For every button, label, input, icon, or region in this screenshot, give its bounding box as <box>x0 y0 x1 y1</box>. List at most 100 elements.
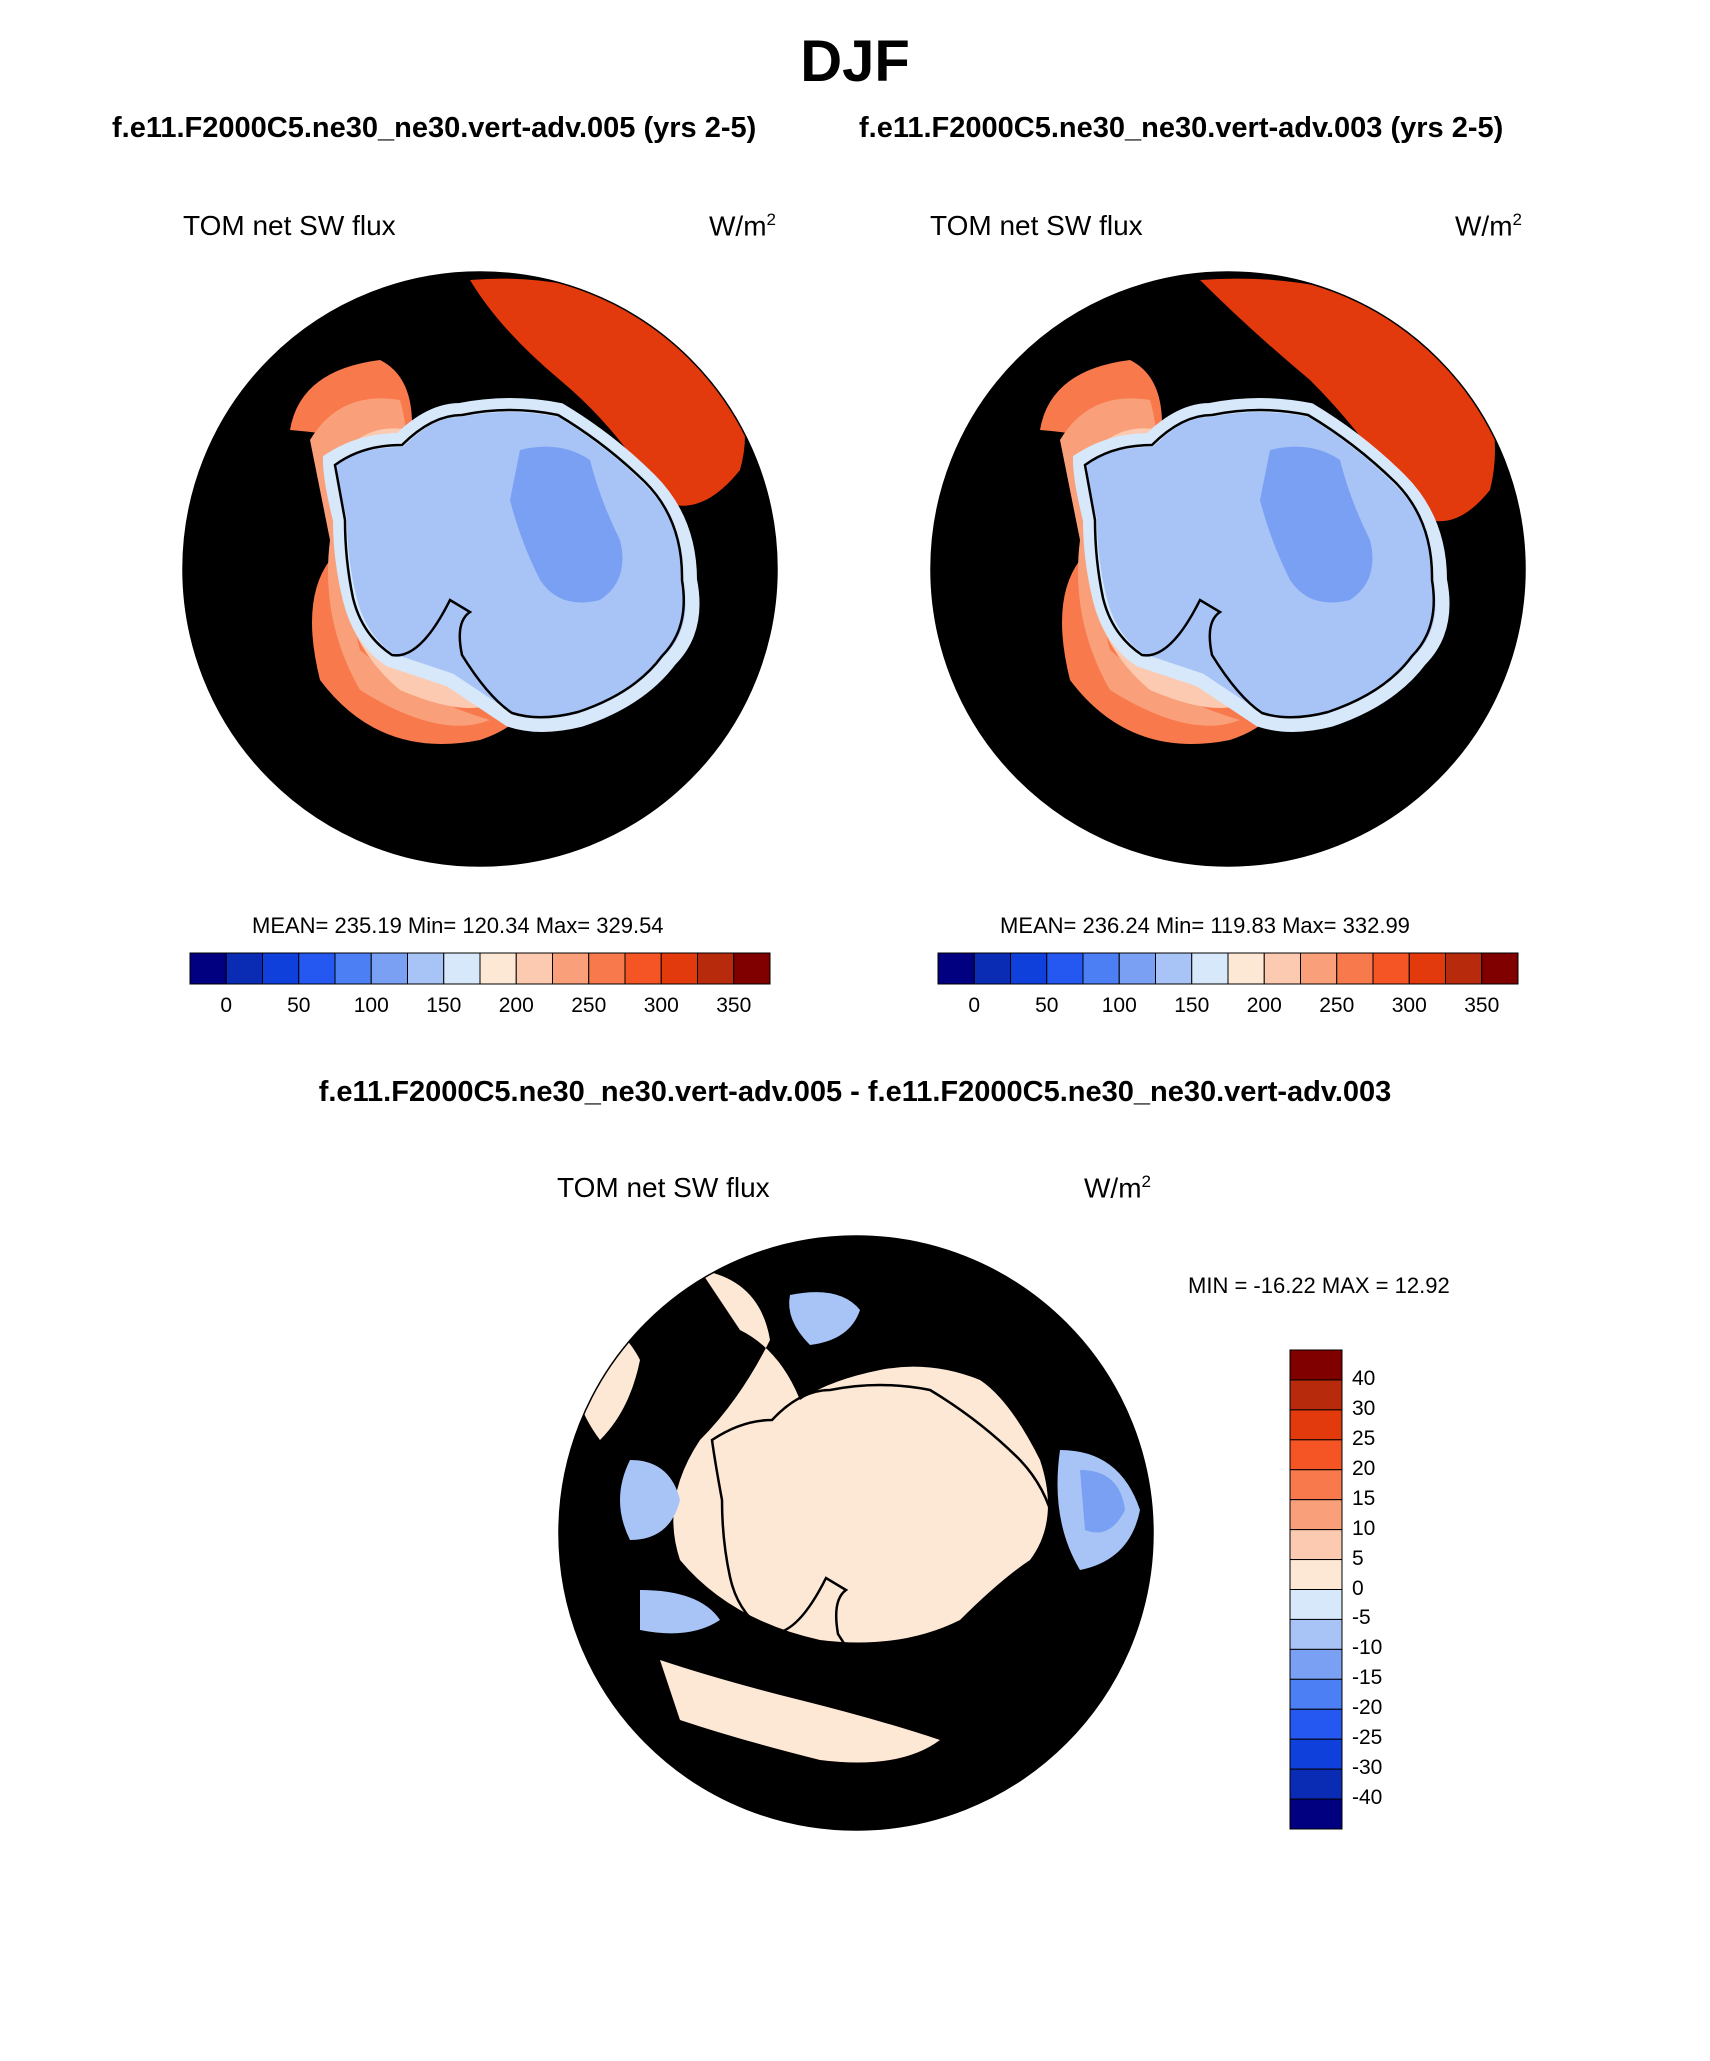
colorbar-swatch <box>407 952 445 985</box>
map1-interior-low <box>510 446 623 603</box>
diff-colorbar-tick-label: -40 <box>1352 1786 1383 1810</box>
map2-coastline <box>1083 408 1436 719</box>
colorbar-swatch <box>1408 952 1446 985</box>
colorbar-swatch <box>1191 952 1229 985</box>
colorbar-swatch <box>298 952 336 985</box>
panel1-units-exponent: 2 <box>766 210 776 229</box>
map2-interior-low <box>1260 446 1373 603</box>
colorbar-panel-2 <box>937 952 1519 985</box>
diff-colorbar-swatch <box>1289 1409 1343 1441</box>
colorbar-tick-label: 300 <box>643 994 679 1017</box>
diff-colorbar-tick-label: -5 <box>1352 1606 1371 1630</box>
colorbar-swatch <box>697 952 735 985</box>
colorbar-tick-label: 250 <box>571 994 607 1017</box>
panel3-units: W/m2 <box>1084 1172 1151 1204</box>
colorbar-swatch <box>1372 952 1410 985</box>
colorbar-swatch <box>1227 952 1265 985</box>
colorbar-panel-1 <box>189 952 771 985</box>
colorbar-swatch <box>479 952 517 985</box>
diff-colorbar-swatch <box>1289 1529 1343 1561</box>
panel3-stats: MIN = -16.22 MAX = 12.92 <box>1188 1273 1450 1298</box>
diff-colorbar-swatch <box>1289 1678 1343 1710</box>
diff-colorbar-tick-label: -20 <box>1352 1696 1383 1720</box>
colorbar-tick-label: 250 <box>1319 994 1355 1017</box>
map1-coastline <box>333 408 686 719</box>
diff-colorbar-swatch <box>1289 1379 1343 1411</box>
colorbar-swatch <box>1046 952 1084 985</box>
diff-colorbar-swatch <box>1289 1798 1343 1830</box>
panel3-units-base: W/m <box>1084 1172 1142 1204</box>
map3-positive-anomaly <box>673 1270 1048 1643</box>
colorbar-swatch <box>370 952 408 985</box>
panel1-units-base: W/m <box>709 210 767 242</box>
colorbar-tick-label: 200 <box>498 994 534 1017</box>
diff-colorbar-swatch <box>1289 1439 1343 1471</box>
colorbar-swatch <box>1336 952 1374 985</box>
colorbar-swatch <box>588 952 626 985</box>
colorbar-swatch <box>973 952 1011 985</box>
diff-colorbar-tick-label: -25 <box>1352 1726 1383 1750</box>
diff-colorbar-swatch <box>1289 1349 1343 1381</box>
diff-colorbar-tick-label: 10 <box>1352 1516 1376 1540</box>
map1-border <box>182 271 778 867</box>
colorbar-swatch <box>515 952 553 985</box>
diff-colorbar-tick-label: 40 <box>1352 1366 1376 1390</box>
map3-negative-south <box>640 1590 720 1634</box>
diff-colorbar-swatch <box>1289 1589 1343 1620</box>
diff-colorbar-tick-label: -15 <box>1352 1666 1383 1690</box>
colorbar-swatch <box>1010 952 1048 985</box>
panel2-units-exponent: 2 <box>1512 210 1522 229</box>
diff-colorbar-tick-label: 25 <box>1352 1426 1376 1450</box>
colorbar-tick-label: 350 <box>716 994 752 1017</box>
map3-coastline <box>710 1383 1062 1697</box>
diff-colorbar-swatch <box>1289 1559 1343 1590</box>
colorbar-panel-2-ticks: 0 50 100 150 200 250 300 350 <box>0 994 1710 1024</box>
colorbar-tick-label: 0 <box>968 994 981 1017</box>
colorbar-tick-label: 0 <box>220 994 233 1017</box>
colorbar-tick-label: 150 <box>426 994 462 1017</box>
colorbar-tick-label: 300 <box>1391 994 1427 1017</box>
colorbar-tick-label: 100 <box>1101 994 1137 1017</box>
diff-colorbar-tick-label: -10 <box>1352 1636 1383 1660</box>
diff-colorbar-swatch <box>1289 1618 1343 1650</box>
panel2-variable-label: TOM net SW flux <box>930 210 1143 241</box>
colorbar-swatch <box>1118 952 1156 985</box>
panel3-units-exponent: 2 <box>1141 1172 1151 1191</box>
panel1-variable-label: TOM net SW flux <box>183 210 396 241</box>
map3-positive-band <box>660 1660 940 1763</box>
panel1-stats: MEAN= 235.19 Min= 120.34 Max= 329.54 <box>252 913 664 938</box>
colorbar-tick-label: 50 <box>287 994 311 1017</box>
map3-negative-north <box>789 1292 860 1345</box>
colorbar-swatch <box>1300 952 1338 985</box>
diff-colorbar-tick-label: -30 <box>1352 1756 1383 1780</box>
colorbar-difference <box>1289 1349 1343 1830</box>
colorbar-swatch <box>189 952 227 985</box>
diff-colorbar-swatch <box>1289 1469 1343 1501</box>
colorbar-tick-label: 350 <box>1464 994 1500 1017</box>
colorbar-difference-ticks: 40 30 25 20 15 10 5 0 -5 -10 -15 -20 -25 -30 -40 <box>1352 1350 1472 1829</box>
colorbar-tick-label: 200 <box>1246 994 1282 1017</box>
diff-colorbar-swatch <box>1289 1768 1343 1800</box>
colorbar-swatch <box>660 952 698 985</box>
panel1-units: W/m2 <box>709 210 776 242</box>
colorbar-panel-1-ticks: 0 50 100 150 200 250 300 350 <box>0 994 1710 1024</box>
map3-strong-negative <box>1080 1470 1125 1533</box>
colorbar-swatch <box>262 952 300 985</box>
colorbar-swatch <box>1155 952 1193 985</box>
map3-negative-west <box>620 1460 680 1540</box>
panel2-units-base: W/m <box>1455 210 1513 242</box>
panel2-units: W/m2 <box>1455 210 1522 242</box>
diff-colorbar-tick-label: 15 <box>1352 1486 1376 1510</box>
map2-border <box>930 271 1526 867</box>
diff-colorbar-swatch <box>1289 1648 1343 1680</box>
colorbar-swatch <box>937 952 975 985</box>
diff-colorbar-tick-label: 5 <box>1352 1546 1364 1570</box>
diff-title: f.e11.F2000C5.ne30_ne30.vert-adv.005 - f… <box>318 1076 1392 1108</box>
diff-colorbar-swatch <box>1289 1499 1343 1531</box>
colorbar-swatch <box>733 952 771 985</box>
case-title-left: f.e11.F2000C5.ne30_ne30.vert-adv.005 (yr… <box>112 112 757 144</box>
diff-colorbar-tick-label: 30 <box>1352 1396 1376 1420</box>
